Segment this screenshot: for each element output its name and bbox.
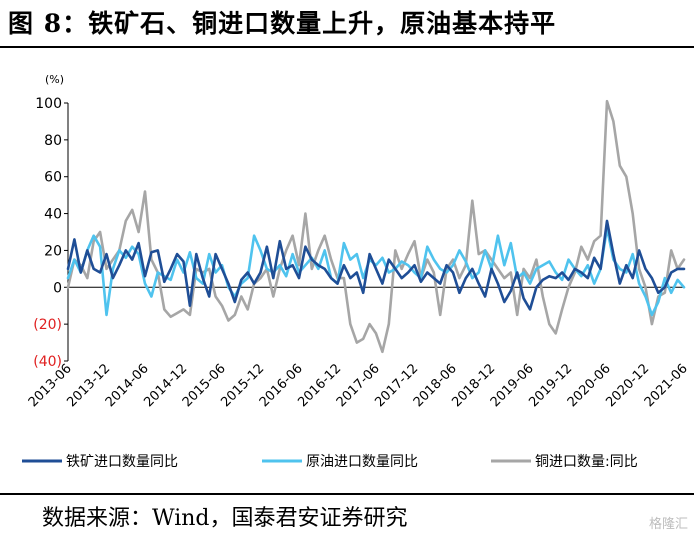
series-line-2	[66, 99, 686, 354]
y-tick-label: 20	[44, 243, 62, 259]
y-unit-label: (%)	[45, 73, 64, 86]
source-note: 数据来源：Wind，国泰君安证券研究	[42, 506, 408, 531]
legend-label-1: 原油进口数量同比	[306, 454, 418, 470]
legend-label-2: 铜进口数量:同比	[535, 454, 638, 470]
y-tick-label: 0	[53, 280, 62, 296]
watermark: 格隆汇	[648, 517, 688, 532]
top-rule	[0, 46, 694, 48]
chart-series	[66, 99, 686, 354]
series-line-0	[66, 219, 686, 311]
line-chart: (%)100806040200(20)(40)2013-062013-12201…	[22, 73, 691, 470]
series-line-1	[66, 227, 686, 317]
y-tick-label: 100	[35, 96, 62, 112]
y-tick-label: 40	[44, 207, 62, 223]
y-tick-label: 80	[44, 133, 62, 149]
bottom-rule	[0, 493, 694, 495]
y-tick-label: (40)	[33, 354, 62, 370]
chart-title: 图 8：铁矿石、铜进口数量上升，原油基本持平	[8, 9, 557, 38]
legend-label-0: 铁矿进口数量同比	[66, 454, 178, 470]
x-tick-label: 2021-06	[642, 361, 691, 410]
chart-axes: (%)100806040200(20)(40)2013-062013-12201…	[26, 73, 691, 410]
y-tick-label: (20)	[33, 317, 62, 333]
y-tick-label: 60	[44, 170, 62, 186]
chart-legend: 铁矿进口数量同比 原油进口数量同比 铜进口数量:同比	[22, 454, 638, 470]
